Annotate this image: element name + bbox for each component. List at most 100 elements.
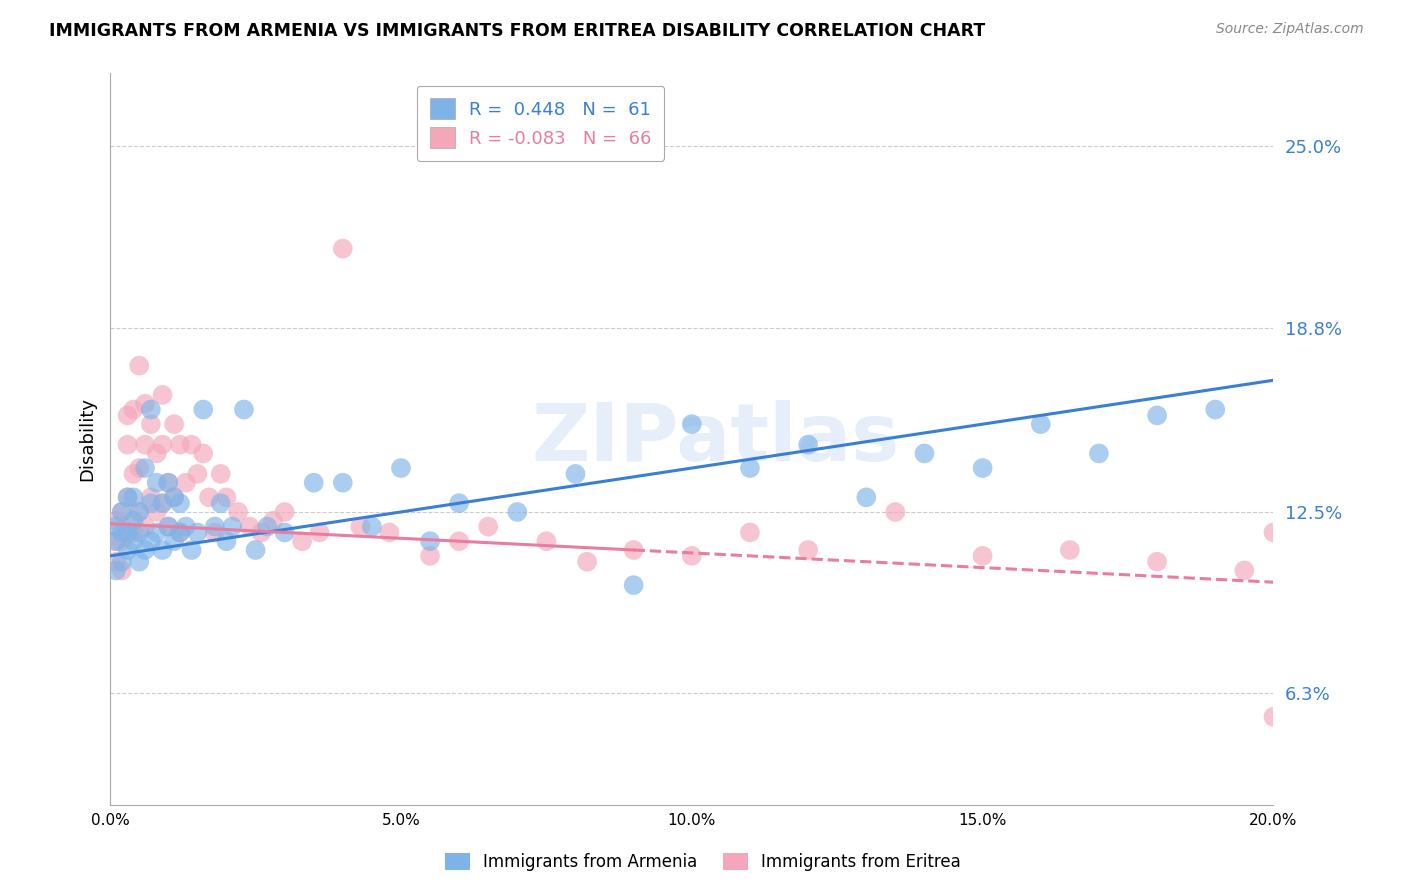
Point — [209, 496, 232, 510]
Point — [797, 543, 820, 558]
Legend: Immigrants from Armenia, Immigrants from Eritrea: Immigrants from Armenia, Immigrants from… — [437, 845, 969, 880]
Point — [681, 417, 703, 432]
Point — [914, 446, 936, 460]
Point — [256, 519, 278, 533]
Point — [111, 525, 134, 540]
Point — [204, 525, 226, 540]
Point — [117, 491, 139, 505]
Point — [193, 402, 215, 417]
Point — [152, 543, 174, 558]
Point — [239, 519, 262, 533]
Point — [169, 437, 191, 451]
Point — [1088, 446, 1111, 460]
Point — [128, 505, 150, 519]
Point — [145, 505, 167, 519]
Point — [139, 491, 162, 505]
Point — [1146, 555, 1168, 569]
Point — [564, 467, 586, 481]
Point — [1263, 710, 1285, 724]
Point — [449, 534, 471, 549]
Point — [262, 514, 284, 528]
Point — [152, 437, 174, 451]
Point — [157, 475, 180, 490]
Point — [117, 519, 139, 533]
Point — [245, 543, 267, 558]
Point — [152, 496, 174, 510]
Point — [145, 525, 167, 540]
Point — [308, 525, 330, 540]
Point — [122, 491, 145, 505]
Point — [163, 534, 186, 549]
Point — [134, 543, 156, 558]
Point — [169, 496, 191, 510]
Point — [180, 437, 202, 451]
Point — [122, 467, 145, 481]
Point — [226, 505, 249, 519]
Point — [139, 534, 162, 549]
Point — [972, 461, 994, 475]
Point — [204, 519, 226, 533]
Point — [250, 525, 273, 540]
Point — [193, 446, 215, 460]
Point — [104, 564, 127, 578]
Point — [152, 496, 174, 510]
Point — [104, 519, 127, 533]
Point — [145, 446, 167, 460]
Point — [1263, 525, 1285, 540]
Point — [1029, 417, 1052, 432]
Point — [122, 514, 145, 528]
Point — [117, 409, 139, 423]
Point — [128, 359, 150, 373]
Point — [134, 437, 156, 451]
Point — [215, 491, 238, 505]
Point — [884, 505, 907, 519]
Point — [1204, 402, 1226, 417]
Point — [302, 475, 325, 490]
Point — [104, 534, 127, 549]
Point — [128, 505, 150, 519]
Point — [232, 402, 254, 417]
Point — [111, 534, 134, 549]
Point — [139, 417, 162, 432]
Point — [419, 549, 441, 563]
Point — [623, 578, 645, 592]
Point — [104, 514, 127, 528]
Point — [180, 543, 202, 558]
Point — [163, 491, 186, 505]
Point — [111, 505, 134, 519]
Point — [139, 496, 162, 510]
Point — [111, 505, 134, 519]
Point — [128, 525, 150, 540]
Point — [111, 564, 134, 578]
Point — [536, 534, 558, 549]
Point — [169, 525, 191, 540]
Point — [152, 388, 174, 402]
Text: Source: ZipAtlas.com: Source: ZipAtlas.com — [1216, 22, 1364, 37]
Point — [1146, 409, 1168, 423]
Point — [623, 543, 645, 558]
Point — [157, 519, 180, 533]
Point — [128, 461, 150, 475]
Point — [1233, 564, 1256, 578]
Point — [477, 519, 499, 533]
Point — [117, 437, 139, 451]
Point — [738, 461, 761, 475]
Point — [139, 402, 162, 417]
Point — [738, 525, 761, 540]
Point — [972, 549, 994, 563]
Point — [291, 534, 314, 549]
Point — [855, 491, 877, 505]
Text: IMMIGRANTS FROM ARMENIA VS IMMIGRANTS FROM ERITREA DISABILITY CORRELATION CHART: IMMIGRANTS FROM ARMENIA VS IMMIGRANTS FR… — [49, 22, 986, 40]
Point — [134, 397, 156, 411]
Point — [117, 491, 139, 505]
Point — [104, 555, 127, 569]
Point — [174, 519, 197, 533]
Point — [349, 519, 371, 533]
Point — [122, 534, 145, 549]
Point — [104, 534, 127, 549]
Point — [273, 525, 295, 540]
Point — [449, 496, 471, 510]
Point — [163, 491, 186, 505]
Text: ZIPatlas: ZIPatlas — [531, 400, 900, 478]
Legend: R =  0.448   N =  61, R = -0.083   N =  66: R = 0.448 N = 61, R = -0.083 N = 66 — [418, 86, 664, 161]
